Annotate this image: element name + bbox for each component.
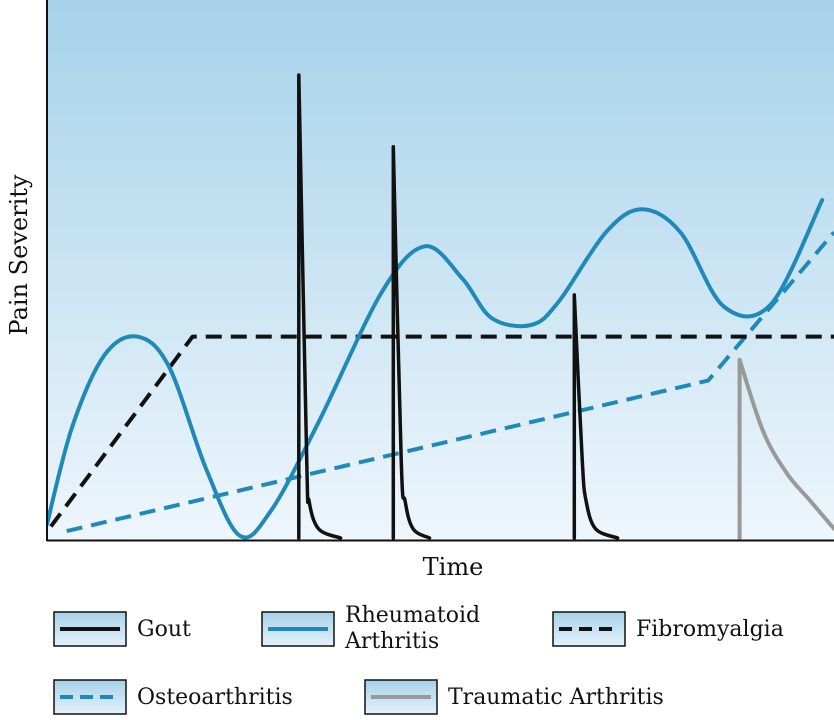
legend-label: Osteoarthritis bbox=[137, 685, 293, 710]
legend-item-rheumatoid-arthritis: Rheumatoid Arthritis bbox=[261, 603, 480, 654]
legend-item-gout: Gout bbox=[53, 611, 191, 647]
series-layer bbox=[47, 73, 834, 540]
x-axis-label: Time bbox=[423, 553, 484, 581]
legend-label: Gout bbox=[137, 617, 191, 642]
series-rheumatoid-arthritis-line-1 bbox=[47, 198, 825, 540]
series-gout-line-2 bbox=[391, 145, 432, 540]
plot-area bbox=[47, 0, 834, 541]
legend-item-fibromyalgia: Fibromyalgia bbox=[552, 611, 784, 647]
legend-item-osteoarthritis: Osteoarthritis bbox=[53, 679, 293, 715]
series-osteoarthritis-line-1 bbox=[66, 231, 834, 534]
series-fibromyalgia bbox=[49, 334, 834, 528]
legend-item-traumatic-arthritis: Traumatic Arthritis bbox=[364, 679, 664, 715]
legend: Gout Rheumatoid Arthritis Fibromyalgia Osteo… bbox=[53, 603, 784, 715]
series-gout-line-3 bbox=[572, 293, 620, 540]
series-osteoarthritis bbox=[66, 231, 834, 534]
series-traumatic-arthritis-line-1 bbox=[737, 357, 834, 540]
y-axis-label: Pain Severity bbox=[5, 174, 33, 335]
series-rheumatoid-arthritis bbox=[47, 198, 825, 540]
series-gout bbox=[297, 73, 620, 540]
legend-label: Fibromyalgia bbox=[636, 617, 784, 642]
series-fibromyalgia-line-1 bbox=[49, 334, 834, 528]
series-traumatic-arthritis bbox=[737, 357, 834, 540]
legend-label: Traumatic Arthritis bbox=[448, 685, 664, 710]
series-gout-line-1 bbox=[297, 73, 343, 540]
legend-label: Rheumatoid Arthritis bbox=[344, 603, 480, 654]
